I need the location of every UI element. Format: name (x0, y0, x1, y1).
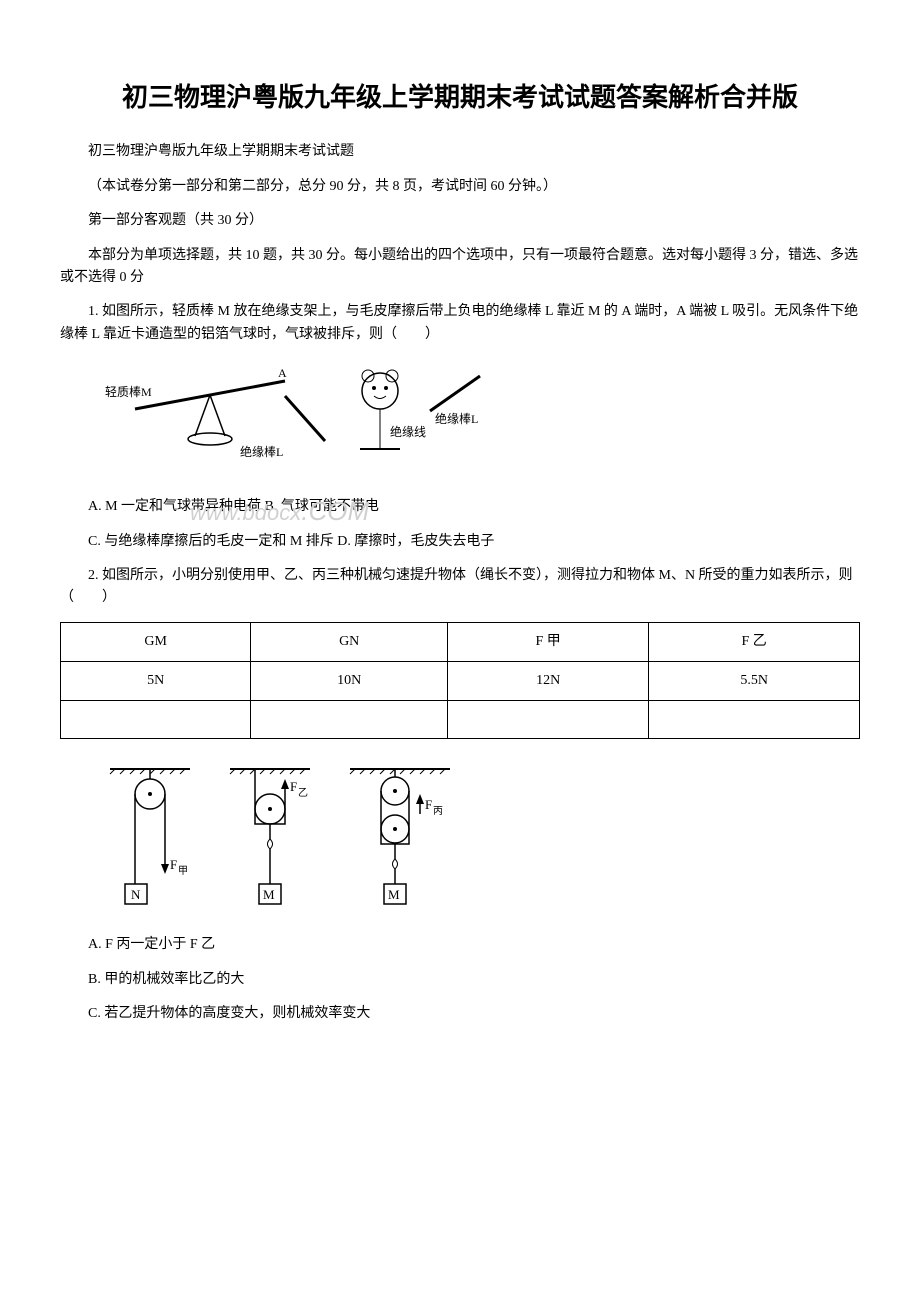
label-block-n: N (131, 887, 141, 902)
label-f-bing: F (425, 797, 432, 812)
table-header-cell: GN (251, 622, 448, 661)
question-2-option-b: B. 甲的机械效率比乙的大 (60, 969, 860, 991)
label-f-yi: F (290, 779, 297, 794)
svg-text:甲: 甲 (178, 866, 188, 877)
question-1-option-ab: A. M 一定和气球带异种电荷 B. 气球可能不带电 (60, 496, 860, 518)
question-2-option-c: C. 若乙提升物体的高度变大，则机械效率变大 (60, 1003, 860, 1025)
table-header-cell: F 甲 (448, 622, 649, 661)
section-description: 本部分为单项选择题，共 10 题，共 30 分。每小题给出的四个选项中，只有一项… (60, 245, 860, 290)
label-f-jia: F (170, 857, 177, 872)
question-1-option-cd: C. 与绝缘棒摩擦后的毛皮一定和 M 排斥 D. 摩擦时，毛皮失去电子 (60, 531, 860, 553)
label-thread: 绝缘线 (390, 424, 426, 439)
table-row: 5N 10N 12N 5.5N (61, 662, 860, 701)
table-header-cell: F 乙 (649, 622, 860, 661)
subtitle: 初三物理沪粤版九年级上学期期末考试试题 (60, 141, 860, 163)
label-block-m-2: M (388, 887, 400, 902)
label-rod-m: 轻质棒M (105, 385, 152, 399)
question-2-table: GM GN F 甲 F 乙 5N 10N 12N 5.5N (60, 622, 860, 740)
table-row (61, 701, 860, 739)
table-cell (251, 701, 448, 739)
question-2-option-a: A. F 丙一定小于 F 乙 (60, 934, 860, 956)
exam-instruction: （本试卷分第一部分和第二部分，总分 90 分，共 8 页，考试时间 60 分钟。… (60, 176, 860, 198)
svg-text:丙: 丙 (433, 806, 443, 817)
table-cell: 10N (251, 662, 448, 701)
label-block-m-1: M (263, 887, 275, 902)
table-row: GM GN F 甲 F 乙 (61, 622, 860, 661)
page-title: 初三物理沪粤版九年级上学期期末考试试题答案解析合并版 (60, 80, 860, 116)
table-header-cell: GM (61, 622, 251, 661)
label-rod-l-1: 绝缘棒L (240, 444, 283, 459)
label-point-a: A (278, 366, 287, 380)
question-1-figure: 轻质棒M A 绝缘棒L 绝缘线 绝缘棒L (100, 361, 860, 481)
question-2-text: 2. 如图所示，小明分别使用甲、乙、丙三种机械匀速提升物体（绳长不变），测得拉力… (60, 565, 860, 610)
svg-text:乙: 乙 (298, 787, 308, 799)
table-cell (448, 701, 649, 739)
table-cell: 5N (61, 662, 251, 701)
question-2-figure: F 甲 N F 乙 M (100, 759, 860, 919)
table-cell: 5.5N (649, 662, 860, 701)
table-cell: 12N (448, 662, 649, 701)
question-1-text: 1. 如图所示，轻质棒 M 放在绝缘支架上，与毛皮摩擦后带上负电的绝缘棒 L 靠… (60, 301, 860, 346)
table-cell (649, 701, 860, 739)
label-rod-l-2: 绝缘棒L (435, 411, 478, 426)
table-cell (61, 701, 251, 739)
section-header: 第一部分客观题（共 30 分） (60, 210, 860, 232)
